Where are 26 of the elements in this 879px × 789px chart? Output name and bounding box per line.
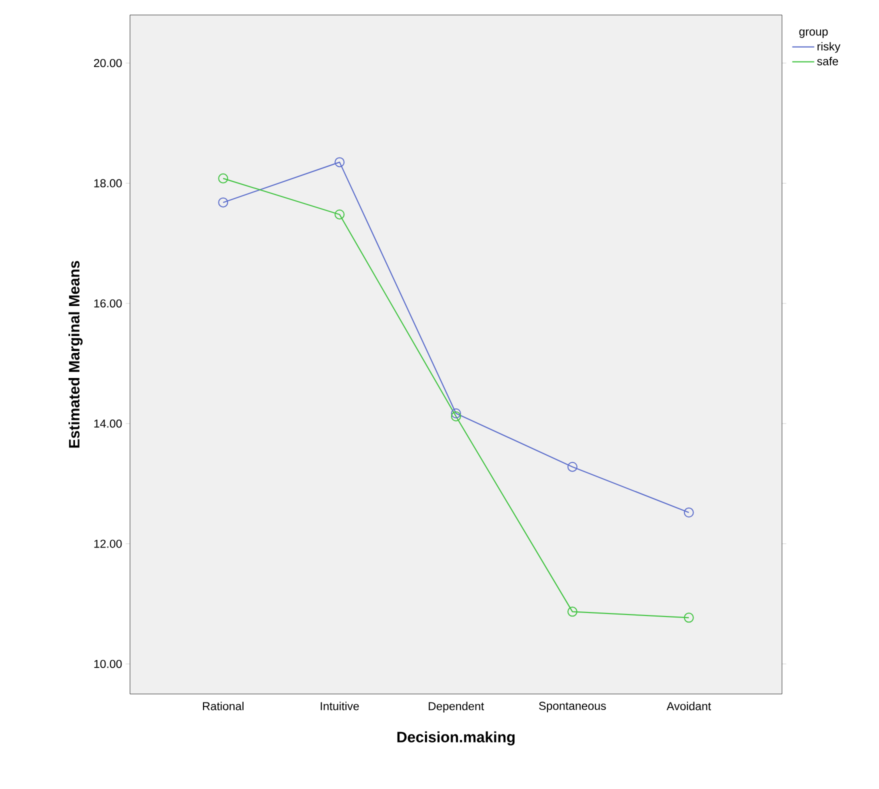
point [451, 408, 461, 418]
point [218, 197, 228, 208]
point [218, 173, 228, 184]
legend-title: group [799, 29, 828, 38]
point [567, 462, 578, 472]
y-tick-label: 10.00 [94, 660, 122, 668]
y-axis-title: Estimated Marginal Means [68, 260, 83, 448]
x-tick-label: Spontaneous [539, 702, 606, 712]
x-axis-title: Decision.making [397, 731, 515, 746]
legend-label: safe [817, 56, 838, 66]
x-tick-label: Dependent [428, 702, 484, 713]
x-tick-label: Rational [202, 702, 244, 710]
point [334, 209, 345, 220]
x-tick-label: Intuitive [320, 702, 359, 710]
point [684, 508, 694, 518]
y-tick-label: 14.00 [94, 420, 122, 428]
legend-label: risky [818, 42, 840, 53]
y-tick-label: 16.00 [94, 299, 122, 308]
point [334, 157, 345, 168]
y-tick-label: 12.00 [94, 540, 122, 548]
point [684, 612, 694, 623]
y-tick-label: 18.00 [94, 179, 122, 188]
point [567, 606, 578, 617]
x-tick-label: Avoidant [666, 702, 712, 710]
y-tick-label: 20.00 [94, 58, 122, 68]
point [451, 411, 461, 422]
